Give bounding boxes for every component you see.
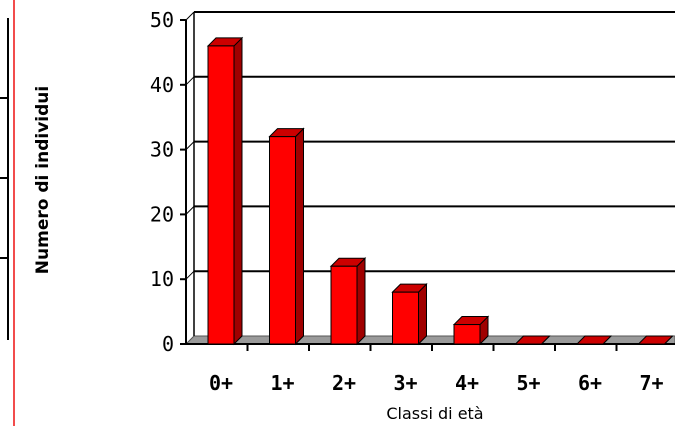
y-tick-label: 50	[150, 8, 174, 32]
x-tick-label: 1+	[270, 371, 294, 395]
x-tick-label: 5+	[516, 371, 540, 395]
gridline-depth	[185, 76, 195, 86]
y-tick-labels: 0 10 20 30 40 50	[150, 8, 174, 356]
bar	[514, 335, 551, 345]
bar-side	[233, 36, 243, 346]
bar-front	[392, 291, 419, 345]
bar-top	[637, 335, 674, 345]
gridline-depth	[185, 206, 195, 215]
x-axis-label: Classi di età	[386, 404, 483, 423]
bar-side	[356, 257, 366, 346]
x-tick-label: 3+	[393, 371, 417, 395]
bar	[206, 36, 244, 346]
bar	[637, 335, 674, 345]
bar-top	[575, 335, 613, 345]
bar-side	[418, 282, 427, 346]
bar-side	[295, 127, 304, 346]
y-axis-label: Numero di individui	[33, 86, 53, 274]
bar-front	[269, 136, 296, 345]
x-tick-label: 6+	[578, 371, 602, 395]
gridline-depth	[185, 141, 195, 150]
y-tick-label: 40	[150, 73, 174, 97]
bar-front	[207, 45, 235, 345]
bar-front	[330, 265, 358, 345]
axes	[180, 12, 675, 351]
bars	[206, 36, 674, 346]
bar	[575, 335, 613, 345]
bar	[391, 282, 428, 346]
gridline-depth	[185, 11, 195, 21]
bar-front	[453, 324, 481, 345]
x-tick-label: 2+	[332, 371, 356, 395]
x-tick-label: 7+	[639, 371, 663, 395]
gridlines	[185, 11, 675, 280]
bar	[329, 257, 367, 346]
y-tick-label: 20	[150, 202, 174, 226]
y-tick-label: 30	[150, 138, 174, 162]
x-tick-labels: 0+ 1+ 2+ 3+ 4+ 5+ 6+ 7+	[209, 371, 664, 395]
bar-top	[514, 335, 551, 345]
bar	[452, 315, 490, 346]
bar	[268, 127, 305, 346]
x-tick-label: 0+	[209, 371, 233, 395]
adjacent-chart-fragment	[0, 0, 15, 426]
y-tick-label: 0	[162, 332, 174, 356]
x-tick-label: 4+	[455, 371, 479, 395]
y-tick-label: 10	[150, 267, 174, 291]
gridline-depth	[185, 270, 195, 280]
